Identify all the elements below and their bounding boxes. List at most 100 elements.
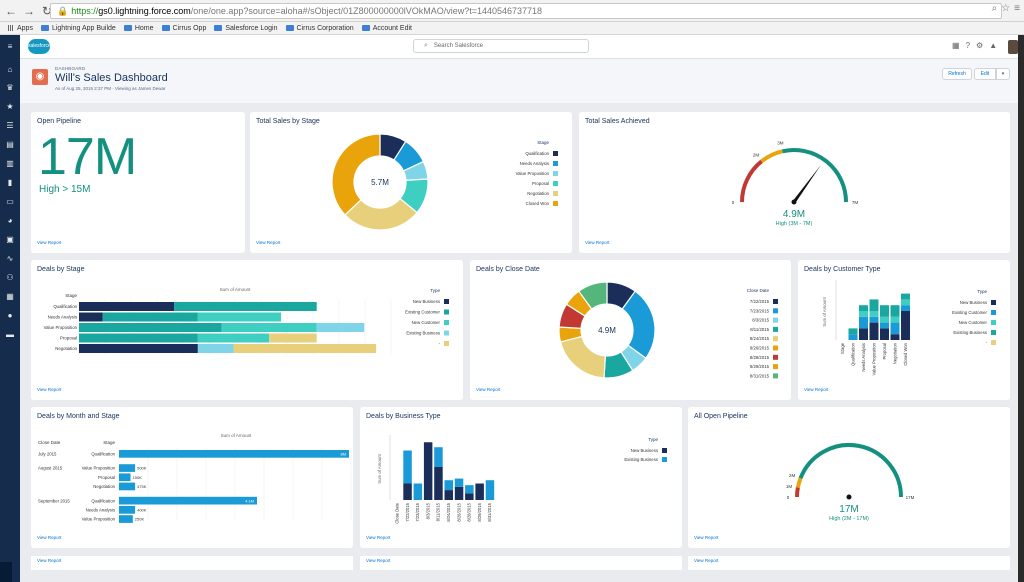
- legend-title: Type: [430, 288, 440, 293]
- bookmark-cirrus-opp[interactable]: Cirrus Opp: [161, 25, 206, 32]
- data-label: 8M: [340, 452, 346, 457]
- bar-segment: [880, 328, 889, 340]
- notifications-icon[interactable]: ▲: [989, 41, 998, 50]
- edit-button[interactable]: Edit: [974, 68, 996, 80]
- pie-slice: [331, 133, 381, 216]
- person-icon[interactable]: ●: [7, 311, 13, 320]
- view-report-link[interactable]: View Report: [37, 558, 62, 563]
- avatar[interactable]: [1008, 40, 1018, 54]
- home-icon[interactable]: ⌂: [7, 65, 13, 74]
- category-label: 8/29/2015: [477, 502, 482, 521]
- stage-label: Value Proposition: [82, 517, 116, 522]
- calendar-icon[interactable]: ▦: [6, 292, 14, 301]
- files-icon[interactable]: ▤: [6, 140, 14, 149]
- legend-label: 8/31/2015: [750, 373, 770, 378]
- bookmark-apps[interactable]: Apps: [8, 25, 33, 32]
- card-all-open-pipeline: All Open Pipeline 0 1M 2M 17M 17M High (2M - …: [688, 407, 1010, 548]
- legend-swatch: [991, 330, 996, 335]
- menu-icon[interactable]: ≡: [1014, 3, 1020, 14]
- gauge-tick-label: 0: [787, 495, 790, 500]
- card-stub: View Report: [31, 556, 353, 570]
- bookmark-icon: [361, 25, 370, 31]
- bookmark-lightning-app-builder[interactable]: Lightning App Builde: [40, 25, 116, 32]
- window-corner: [0, 562, 12, 582]
- more-actions-button[interactable]: ▾: [996, 68, 1010, 80]
- forward-icon[interactable]: →: [23, 3, 35, 18]
- bookmark-label: Cirrus Corporation: [296, 24, 354, 32]
- view-report-link[interactable]: View Report: [804, 387, 829, 392]
- view-report-link[interactable]: View Report: [37, 535, 62, 540]
- legend-swatch: [444, 309, 449, 315]
- legend-title: Type: [648, 437, 658, 442]
- crown-icon[interactable]: ♛: [6, 83, 14, 92]
- legend-swatch: [444, 299, 449, 304]
- legend-label: Existing Business: [624, 457, 658, 462]
- legend-label: 8/24/2015: [750, 336, 770, 341]
- bar-segment: [79, 302, 175, 311]
- url-bar[interactable]: 🔒 https://gs0.lightning.force.com/one/one…: [50, 3, 1002, 19]
- back-icon[interactable]: ←: [5, 3, 17, 18]
- bookmark-home[interactable]: Home: [123, 25, 154, 32]
- legend-label: Existing Customer: [952, 310, 987, 315]
- card-icon[interactable]: ▭: [6, 197, 14, 206]
- view-report-link[interactable]: View Report: [694, 558, 719, 563]
- donut-chart-close-date: 4.9M Close Date 7/22/2015 7/23/2015 8/3/2015…: [558, 281, 778, 379]
- card-title: Total Sales by Stage: [256, 118, 320, 125]
- pie-icon[interactable]: ◕: [7, 216, 13, 225]
- legend-label: -: [986, 340, 988, 345]
- help-icon[interactable]: ?: [965, 41, 971, 50]
- gauge-pivot: [846, 494, 852, 500]
- page-title: Will's Sales Dashboard: [55, 72, 168, 84]
- app-launcher-icon[interactable]: ▦: [952, 41, 960, 50]
- stage-label: Proposal: [98, 475, 115, 480]
- legend-label: New Business: [631, 448, 658, 453]
- case-icon[interactable]: ▣: [6, 235, 14, 244]
- view-report-link[interactable]: View Report: [366, 558, 391, 563]
- document-icon[interactable]: ▥: [6, 159, 14, 168]
- favorite-icon[interactable]: ★: [6, 102, 14, 111]
- bookmark-salesforce-login[interactable]: Salesforce Login: [214, 25, 278, 32]
- bar-segment: [174, 302, 317, 311]
- zoom-icon[interactable]: ⌕: [991, 3, 998, 14]
- view-report-link[interactable]: View Report: [366, 535, 391, 540]
- pulse-icon[interactable]: ∿: [6, 254, 14, 263]
- legend-label: 7/22/2015: [750, 299, 770, 304]
- card-stub: View Report: [688, 556, 1010, 570]
- category-label: Qualification: [851, 342, 856, 366]
- view-report-link[interactable]: View Report: [585, 240, 610, 245]
- briefcase-icon[interactable]: ▬: [6, 330, 14, 339]
- view-report-link[interactable]: View Report: [37, 387, 62, 392]
- bookmark-icon: [214, 25, 223, 31]
- view-report-link[interactable]: View Report: [37, 240, 62, 245]
- category-label: Value Proposition: [872, 342, 877, 375]
- bar-chart-business-type: Sum of Amount Close Date 7/22/2015 7/23/201…: [377, 435, 667, 524]
- card-title: Deals by Business Type: [366, 413, 441, 420]
- building-icon[interactable]: ▮: [7, 178, 13, 187]
- bookmark-cirrus-corporation[interactable]: Cirrus Corporation: [285, 24, 354, 32]
- view-report-link[interactable]: View Report: [694, 535, 719, 540]
- card-deals-by-month-and-stage: Deals by Month and Stage Sum of Amount Cl…: [31, 407, 353, 548]
- gauge-band: [760, 149, 783, 163]
- search-input[interactable]: ⌕ Search Salesforce: [413, 39, 589, 53]
- pie-slice: [559, 335, 607, 379]
- menu-icon[interactable]: ≡: [7, 42, 13, 51]
- reload-icon[interactable]: ↻: [41, 3, 53, 18]
- bookmark-account-edit[interactable]: Account Edit: [361, 25, 412, 32]
- salesforce-logo[interactable]: salesforce: [28, 39, 51, 54]
- gauge-range-label: High (2M - 17M): [829, 516, 869, 522]
- legend-label: -: [439, 341, 441, 346]
- legend-label: Closed Won: [526, 201, 550, 206]
- star-icon[interactable]: ☆: [1001, 3, 1011, 14]
- settings-icon[interactable]: ⚙: [976, 41, 984, 50]
- refresh-button[interactable]: Refresh: [942, 68, 972, 80]
- view-report-link[interactable]: View Report: [476, 387, 501, 392]
- groups-icon[interactable]: ⚇: [6, 273, 14, 282]
- gauge-band: [798, 443, 903, 498]
- category-label: 8/3/2015: [425, 502, 430, 519]
- category-label: Close Date: [395, 502, 400, 523]
- bookmark-label: Apps: [17, 24, 33, 32]
- legend-label: 7/23/2015: [750, 308, 770, 313]
- list-icon[interactable]: ☰: [6, 121, 14, 130]
- bar-segment: [423, 442, 433, 500]
- view-report-link[interactable]: View Report: [256, 240, 281, 245]
